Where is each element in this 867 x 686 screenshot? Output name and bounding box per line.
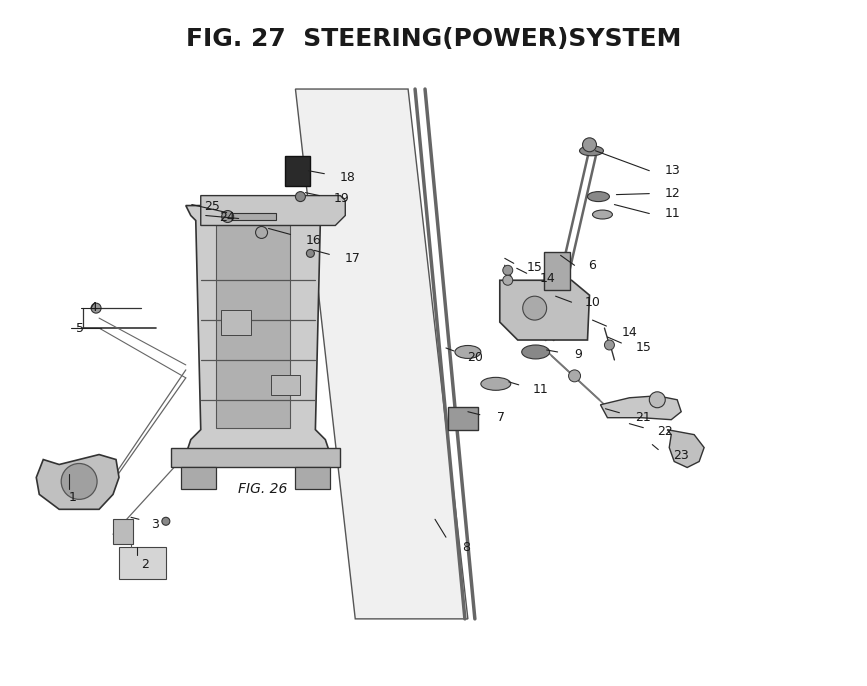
Circle shape: [523, 296, 546, 320]
Polygon shape: [119, 547, 166, 579]
Text: 25: 25: [204, 200, 219, 213]
Text: 21: 21: [636, 411, 651, 424]
Polygon shape: [296, 467, 330, 489]
Circle shape: [222, 211, 233, 222]
Text: 11: 11: [532, 383, 549, 397]
Polygon shape: [171, 447, 341, 467]
Text: 16: 16: [305, 234, 321, 247]
Polygon shape: [668, 429, 704, 467]
Circle shape: [649, 392, 665, 407]
Text: 4: 4: [89, 300, 97, 314]
Ellipse shape: [588, 191, 610, 202]
Polygon shape: [285, 156, 310, 186]
Text: 22: 22: [657, 425, 673, 438]
Circle shape: [162, 517, 170, 525]
Text: 23: 23: [674, 449, 689, 462]
Circle shape: [306, 250, 315, 257]
Polygon shape: [499, 281, 590, 340]
Text: 13: 13: [664, 164, 680, 177]
Text: 9: 9: [575, 348, 583, 362]
Text: 12: 12: [664, 187, 680, 200]
Circle shape: [296, 191, 305, 202]
Polygon shape: [181, 467, 216, 489]
Polygon shape: [448, 407, 478, 429]
Text: 18: 18: [339, 172, 355, 184]
Circle shape: [503, 275, 512, 285]
Text: 3: 3: [151, 518, 159, 531]
Text: 15: 15: [636, 342, 651, 355]
Polygon shape: [544, 252, 570, 290]
Text: 15: 15: [526, 261, 543, 274]
Text: 14: 14: [622, 326, 637, 339]
Text: 1: 1: [69, 491, 77, 504]
Polygon shape: [231, 213, 276, 220]
Polygon shape: [186, 206, 330, 455]
Bar: [221, 310, 251, 335]
Text: 2: 2: [141, 558, 149, 571]
Text: 6: 6: [589, 259, 596, 272]
Text: 11: 11: [664, 207, 680, 220]
Ellipse shape: [592, 210, 612, 219]
Text: 24: 24: [218, 211, 234, 224]
Circle shape: [62, 464, 97, 499]
Text: FIG. 27  STEERING(POWER)SYSTEM: FIG. 27 STEERING(POWER)SYSTEM: [186, 27, 681, 51]
Polygon shape: [113, 519, 133, 544]
Polygon shape: [36, 455, 119, 509]
Circle shape: [91, 303, 101, 313]
Bar: [271, 375, 301, 394]
Text: FIG. 26: FIG. 26: [238, 482, 287, 497]
Circle shape: [583, 138, 596, 152]
Text: 20: 20: [467, 351, 483, 364]
Text: 17: 17: [344, 252, 360, 265]
Ellipse shape: [455, 346, 481, 359]
Polygon shape: [296, 89, 468, 619]
Text: 10: 10: [584, 296, 600, 309]
Text: 8: 8: [462, 541, 470, 554]
Circle shape: [503, 265, 512, 275]
Text: 5: 5: [76, 322, 84, 335]
Ellipse shape: [481, 377, 511, 390]
Text: 7: 7: [497, 411, 505, 424]
Circle shape: [569, 370, 581, 382]
Circle shape: [604, 340, 615, 350]
Ellipse shape: [579, 146, 603, 156]
Text: 19: 19: [333, 192, 349, 205]
Ellipse shape: [522, 345, 550, 359]
Text: 14: 14: [539, 272, 556, 285]
Polygon shape: [216, 226, 290, 427]
Polygon shape: [201, 196, 345, 226]
Circle shape: [256, 226, 268, 239]
Polygon shape: [601, 396, 681, 420]
